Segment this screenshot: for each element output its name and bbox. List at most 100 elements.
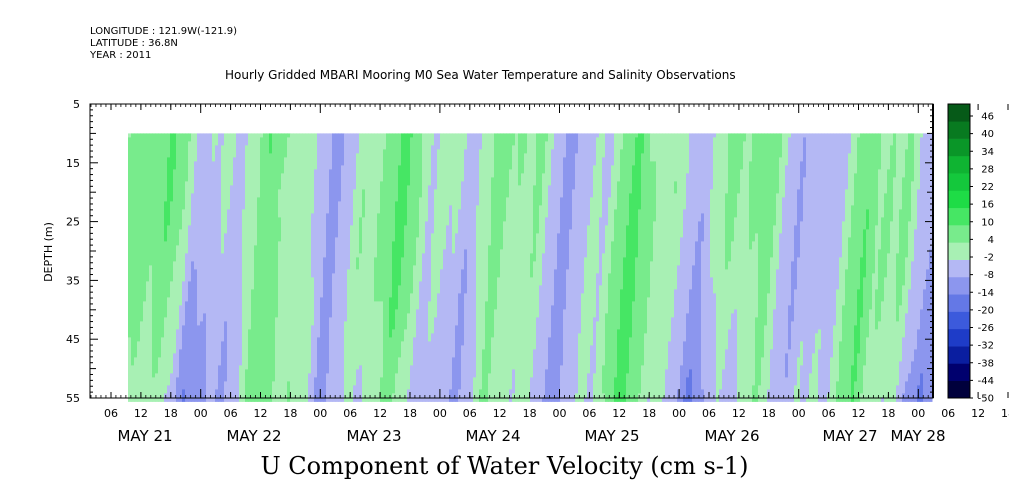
heatmap-cell xyxy=(236,165,240,170)
heatmap-cell xyxy=(173,349,177,354)
heatmap-cell xyxy=(350,197,354,202)
heatmap-cell xyxy=(158,229,162,234)
heatmap-cell xyxy=(323,201,327,206)
heatmap-cell xyxy=(305,225,309,230)
heatmap-cell xyxy=(239,361,243,366)
heatmap-cell xyxy=(233,137,237,142)
heatmap-cell xyxy=(179,237,183,242)
heatmap-cell xyxy=(200,153,204,158)
heatmap-cell xyxy=(317,185,321,190)
heatmap-cell xyxy=(143,165,147,170)
heatmap-cell xyxy=(206,157,210,162)
heatmap-cell xyxy=(293,353,297,358)
heatmap-cell xyxy=(275,213,279,218)
heatmap-cell xyxy=(260,349,264,354)
heatmap-cell xyxy=(254,309,258,314)
heatmap-cell xyxy=(215,237,219,242)
heatmap-cell xyxy=(209,385,213,390)
heatmap-cell xyxy=(284,293,288,298)
heatmap-cell xyxy=(263,321,267,326)
heatmap-cell xyxy=(173,261,177,266)
heatmap-cell xyxy=(320,237,324,242)
heatmap-cell xyxy=(188,277,192,282)
heatmap-cell xyxy=(299,281,303,286)
heatmap-cell xyxy=(155,309,159,314)
heatmap-cell xyxy=(194,257,198,262)
heatmap-cell xyxy=(239,213,243,218)
heatmap-cell xyxy=(320,189,324,194)
heatmap-cell xyxy=(236,213,240,218)
heatmap-cell xyxy=(302,253,306,258)
heatmap-cell xyxy=(248,169,252,174)
heatmap-cell xyxy=(140,229,144,234)
heatmap-cell xyxy=(344,197,348,202)
heatmap-cell xyxy=(200,377,204,382)
heatmap-cell xyxy=(284,273,288,278)
heatmap-cell xyxy=(287,337,291,342)
heatmap-cell xyxy=(173,309,177,314)
heatmap-cell xyxy=(167,157,171,162)
heatmap-cell xyxy=(269,389,273,394)
heatmap-cell xyxy=(260,253,264,258)
heatmap-cell xyxy=(146,237,150,242)
heatmap-cell xyxy=(188,237,192,242)
heatmap-cell xyxy=(251,197,255,202)
heatmap-cell xyxy=(326,273,330,278)
heatmap-cell xyxy=(140,221,144,226)
heatmap-cell xyxy=(290,153,294,158)
heatmap-cell xyxy=(236,373,240,378)
heatmap-cell xyxy=(281,353,285,358)
heatmap-cell xyxy=(338,225,342,230)
heatmap-cell xyxy=(338,185,342,190)
heatmap-cell xyxy=(182,353,186,358)
heatmap-cell xyxy=(254,249,258,254)
heatmap-cell xyxy=(263,313,267,318)
heatmap-cell xyxy=(212,393,216,398)
heatmap-cell xyxy=(302,305,306,310)
heatmap-cell xyxy=(323,197,327,202)
heatmap-cell xyxy=(296,169,300,174)
heatmap-cell xyxy=(287,205,291,210)
heatmap-cell xyxy=(146,341,150,346)
heatmap-cell xyxy=(188,249,192,254)
heatmap-cell xyxy=(149,237,153,242)
heatmap-cell xyxy=(128,369,132,374)
heatmap-cell xyxy=(215,145,219,150)
heatmap-cell xyxy=(182,165,186,170)
heatmap-cell xyxy=(347,361,351,366)
heatmap-cell xyxy=(290,301,294,306)
heatmap-cell xyxy=(152,389,156,394)
heatmap-cell xyxy=(218,229,222,234)
heatmap-cell xyxy=(227,285,231,290)
heatmap-cell xyxy=(221,189,225,194)
heatmap-cell xyxy=(188,197,192,202)
heatmap-cell xyxy=(194,193,198,198)
heatmap-cell xyxy=(329,241,333,246)
heatmap-cell xyxy=(221,221,225,226)
heatmap-cell xyxy=(287,253,291,258)
heatmap-cell xyxy=(275,237,279,242)
heatmap-cell xyxy=(170,225,174,230)
heatmap-cell xyxy=(323,349,327,354)
heatmap-cell xyxy=(245,289,249,294)
heatmap-cell xyxy=(134,365,138,370)
heatmap-cell xyxy=(161,169,165,174)
heatmap-cell xyxy=(167,253,171,258)
heatmap-cell xyxy=(278,357,282,362)
heatmap-cell xyxy=(284,317,288,322)
heatmap-cell xyxy=(281,217,285,222)
heatmap-cell xyxy=(149,297,153,302)
heatmap-cell xyxy=(167,201,171,206)
heatmap-cell xyxy=(188,285,192,290)
heatmap-cell xyxy=(245,273,249,278)
heatmap-cell xyxy=(170,357,174,362)
heatmap-cell xyxy=(242,157,246,162)
heatmap-cell xyxy=(149,321,153,326)
heatmap-cell xyxy=(224,369,228,374)
heatmap-cell xyxy=(248,133,252,138)
heatmap-cell xyxy=(212,329,216,334)
heatmap-cell xyxy=(161,233,165,238)
heatmap-cell xyxy=(203,329,207,334)
heatmap-cell xyxy=(197,297,201,302)
heatmap-cell xyxy=(323,253,327,258)
